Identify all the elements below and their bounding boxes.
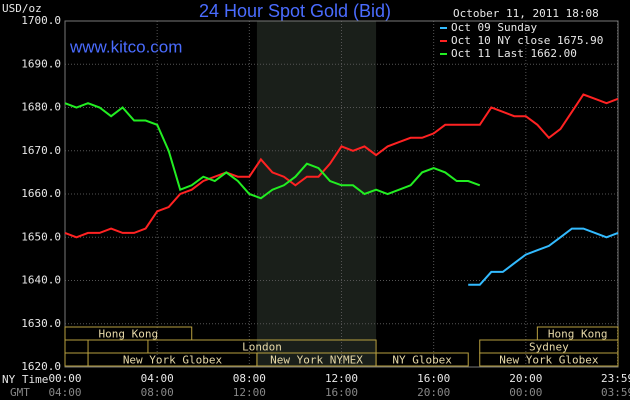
series-line (468, 227, 619, 286)
website: www.kitco.com (69, 37, 182, 56)
session-label: New York Globex (123, 354, 223, 367)
session-label: NY Globex (392, 354, 452, 367)
series-line (64, 102, 481, 200)
x-tick-label: 00:00 (48, 372, 81, 385)
x2-tick-label: 20:00 (417, 386, 450, 399)
x2-tick-label: 12:00 (233, 386, 266, 399)
x2-tick-label: 04:00 (48, 386, 81, 399)
legend-entry: Oct 10 NY close 1675.90 (451, 34, 603, 47)
y-tick-label: 1630.0 (21, 317, 61, 330)
legend-entry: Oct 09 Sunday (451, 21, 537, 34)
shaded-session (256, 21, 377, 367)
y-tick-label: 1620.0 (21, 360, 61, 373)
session-label: New York Globex (499, 354, 599, 367)
y-tick-label: 1680.0 (21, 101, 61, 114)
chart-title: 24 Hour Spot Gold (Bid) (199, 1, 391, 21)
series-line (64, 93, 619, 239)
y-unit: USD/oz (2, 2, 42, 15)
y-tick-label: 1700.0 (21, 14, 61, 27)
y-tick-label: 1660.0 (21, 187, 61, 200)
session-label: Hong Kong (548, 328, 608, 341)
x-tick-label: 04:00 (141, 372, 174, 385)
session-box (479, 352, 619, 367)
x2-tick-label: 16:00 (325, 386, 358, 399)
x-tick-label: 08:00 (233, 372, 266, 385)
y-tick-label: 1650.0 (21, 230, 61, 243)
x2-tick-label: 03:59 (601, 386, 630, 399)
x-tick-label: 12:00 (325, 372, 358, 385)
session-box (64, 326, 193, 341)
x-tick-label: 23:59 (601, 372, 630, 385)
session-label: Hong Kong (99, 328, 159, 341)
y-tick-label: 1670.0 (21, 144, 61, 157)
session-box (375, 352, 469, 367)
plot-border (64, 20, 619, 368)
session-label: New York NYMEX (270, 354, 363, 367)
timestamp: October 11, 2011 18:08 (453, 7, 599, 20)
session-label: London (242, 341, 282, 354)
x2-tick-label: 08:00 (141, 386, 174, 399)
session-label: Sydney (529, 341, 569, 354)
x2-axis-label: GMT (10, 386, 30, 399)
session-box (64, 352, 89, 367)
x-tick-label: 16:00 (417, 372, 450, 385)
x-axis-label: NY Time (2, 373, 48, 386)
legend-entry: Oct 11 Last 1662.00 (451, 47, 577, 60)
session-box (64, 339, 89, 354)
y-tick-label: 1690.0 (21, 57, 61, 70)
x2-tick-label: 00:00 (509, 386, 542, 399)
y-tick-label: 1640.0 (21, 274, 61, 287)
x-tick-label: 20:00 (509, 372, 542, 385)
